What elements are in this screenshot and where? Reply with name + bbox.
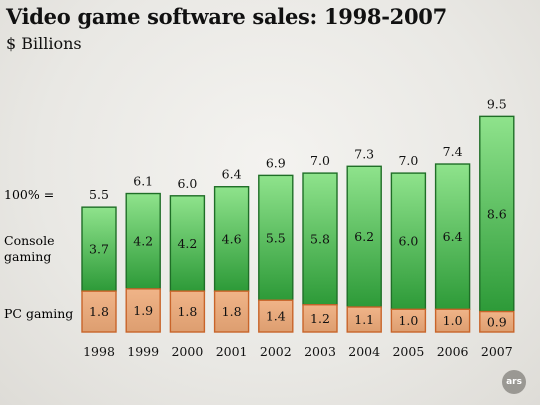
bar-pc-1999 [125, 288, 161, 333]
bar-console-2005 [390, 172, 427, 311]
value-pc-2005: 1.0 [398, 313, 418, 328]
total-label-2002: 6.9 [266, 155, 286, 170]
value-pc-2004: 1.1 [354, 312, 374, 327]
ars-logo: ars [502, 370, 526, 394]
value-console-2001: 4.6 [222, 231, 242, 246]
value-console-2003: 5.8 [310, 231, 330, 246]
value-console-2006: 6.4 [443, 229, 463, 244]
bar-pc-2003 [302, 304, 338, 333]
value-pc-2007: 0.9 [487, 314, 507, 329]
value-console-1999: 4.2 [133, 234, 153, 249]
total-label-2003: 7.0 [310, 153, 330, 168]
chart-title: Video game software sales: 1998-2007 [6, 4, 447, 29]
value-pc-2002: 1.4 [266, 309, 286, 324]
value-pc-1998: 1.8 [89, 304, 109, 319]
bar-console-2002 [258, 174, 294, 301]
x-tick-1999: 1999 [127, 344, 159, 359]
x-tick-1998: 1998 [83, 344, 115, 359]
total-label-2006: 7.4 [443, 144, 463, 159]
x-tick-2006: 2006 [437, 344, 469, 359]
x-tick-2003: 2003 [304, 344, 336, 359]
bar-pc-2007 [479, 310, 515, 333]
value-pc-1999: 1.9 [133, 303, 153, 318]
total-label-2005: 7.0 [398, 153, 418, 168]
x-tick-2001: 2001 [216, 344, 248, 359]
bar-pc-1998 [81, 290, 117, 333]
hundred-percent-label: 100% = [4, 187, 54, 202]
bar-pc-2006 [434, 308, 471, 333]
total-label-2000: 6.0 [177, 176, 197, 191]
bar-pc-2002 [258, 299, 294, 333]
x-tick-2004: 2004 [348, 344, 380, 359]
legend-pc: PC gaming [4, 306, 73, 321]
value-console-1998: 3.7 [89, 242, 109, 257]
bar-pc-2005 [390, 308, 427, 333]
bar-pc-2001 [213, 290, 250, 333]
value-console-2000: 4.2 [177, 236, 197, 251]
bar-console-1998 [81, 206, 117, 292]
value-pc-2003: 1.2 [310, 311, 330, 326]
bar-console-2004 [346, 165, 382, 308]
bar-pc-2004 [346, 306, 382, 333]
value-console-2004: 6.2 [354, 229, 374, 244]
value-pc-2006: 1.0 [443, 313, 463, 328]
x-tick-2007: 2007 [481, 344, 513, 359]
total-label-1998: 5.5 [89, 187, 109, 202]
total-label-1999: 6.1 [133, 174, 153, 189]
value-pc-2000: 1.8 [177, 304, 197, 319]
x-tick-2002: 2002 [260, 344, 292, 359]
total-label-2004: 7.3 [354, 146, 374, 161]
chart-subtitle: $ Billions [6, 34, 82, 53]
bar-pc-2000 [169, 290, 206, 333]
value-console-2007: 8.6 [487, 206, 507, 221]
x-tick-2000: 2000 [171, 344, 203, 359]
total-label-2001: 6.4 [222, 167, 242, 182]
value-console-2002: 5.5 [266, 230, 286, 245]
legend-console: Console gaming [4, 233, 54, 264]
x-tick-2005: 2005 [392, 344, 424, 359]
total-label-2007: 9.5 [487, 96, 507, 111]
value-console-2005: 6.0 [398, 234, 418, 249]
value-pc-2001: 1.8 [222, 304, 242, 319]
